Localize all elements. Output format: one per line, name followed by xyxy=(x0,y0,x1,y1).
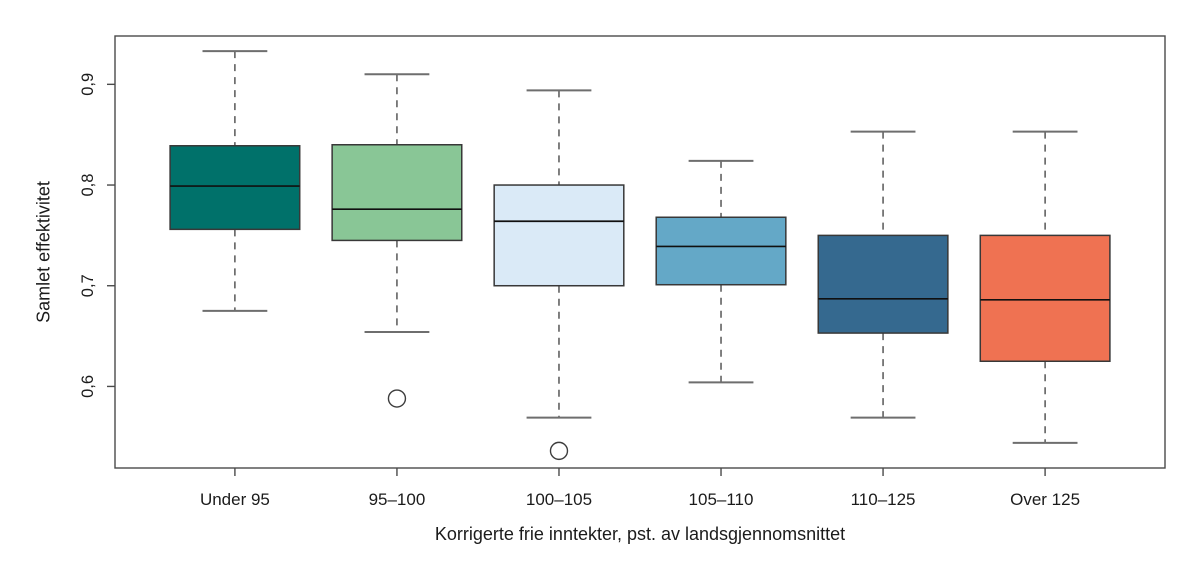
y-axis-title: Samlet effektivitet xyxy=(33,181,54,323)
y-tick-label: 0,6 xyxy=(79,375,97,398)
x-tick-label: 105–110 xyxy=(689,490,754,509)
x-tick-label: 100–105 xyxy=(526,490,592,509)
x-axis-title: Korrigerte frie inntekter, pst. av lands… xyxy=(434,524,846,544)
x-tick-label: Over 125 xyxy=(1010,490,1080,509)
box xyxy=(655,216,787,286)
box xyxy=(979,234,1111,363)
x-tick-label: Under 95 xyxy=(200,490,270,509)
box xyxy=(331,144,463,242)
y-tick-label: 0,8 xyxy=(79,174,97,197)
y-tick-label: 0,9 xyxy=(79,73,97,96)
plot-frame xyxy=(114,35,1166,469)
box xyxy=(493,184,625,287)
y-tick-label: 0,7 xyxy=(79,274,97,297)
x-tick-label: 110–125 xyxy=(851,490,916,509)
box xyxy=(817,234,949,334)
outlier-point xyxy=(387,389,407,408)
box xyxy=(169,145,301,231)
x-tick-label: 95–100 xyxy=(369,490,426,509)
outlier-point xyxy=(549,441,569,461)
